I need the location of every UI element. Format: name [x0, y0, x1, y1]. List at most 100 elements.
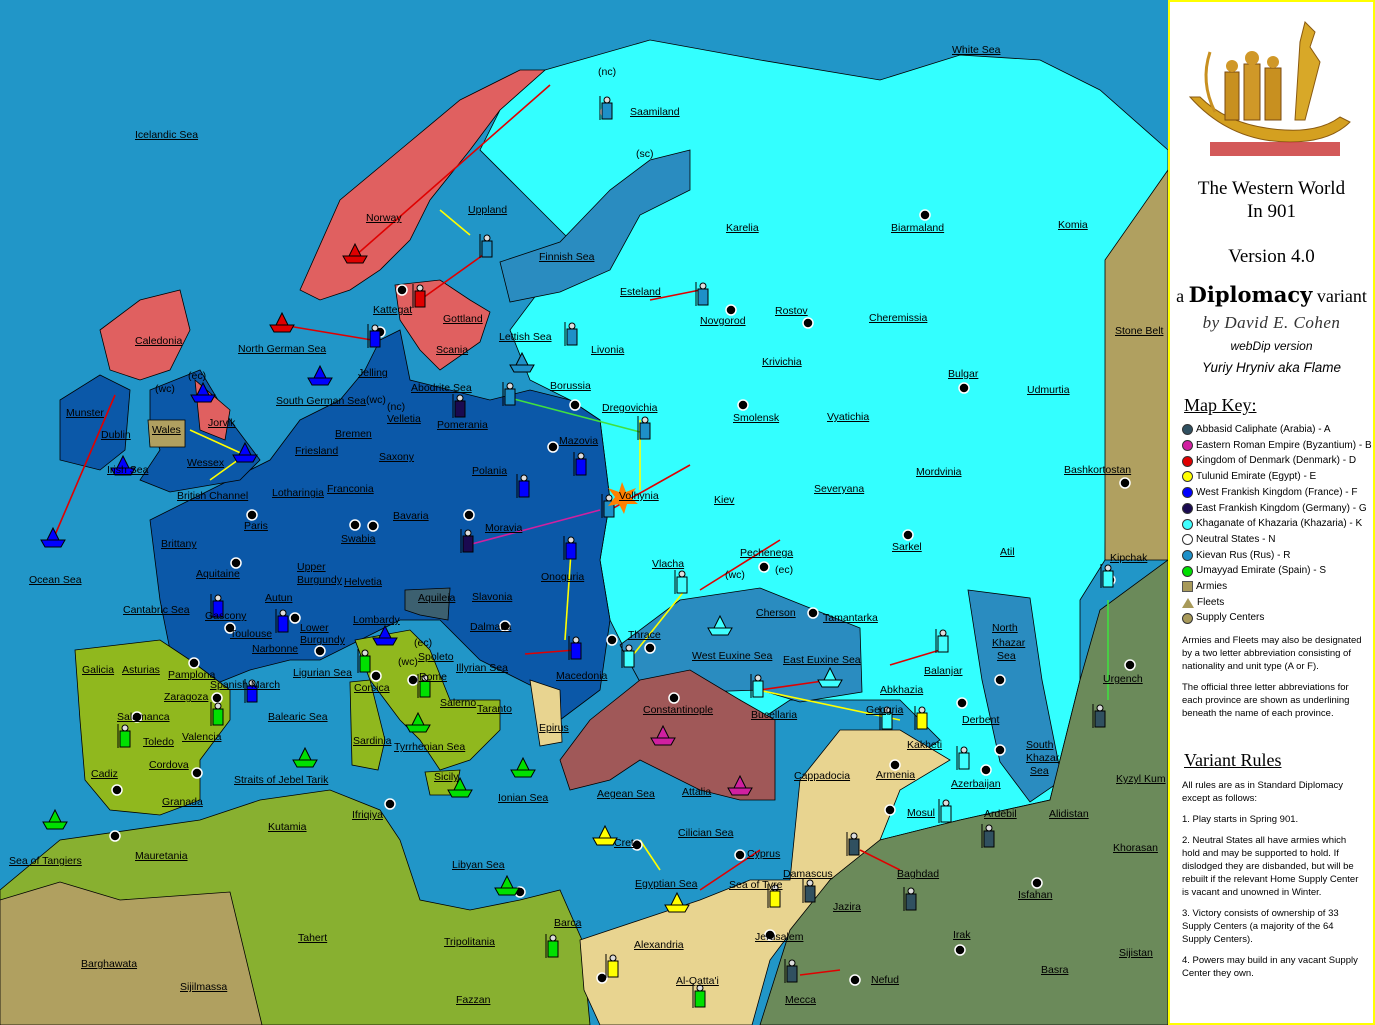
army-unit-icon[interactable]: [1100, 564, 1114, 588]
army-unit-icon[interactable]: [767, 884, 781, 908]
province-label[interactable]: Kakheti: [907, 739, 943, 751]
province-label[interactable]: Biarmaland: [891, 222, 945, 234]
army-unit-icon[interactable]: [452, 394, 466, 418]
fleet-unit-icon[interactable]: [232, 441, 258, 463]
province-label[interactable]: Burgundy: [300, 634, 345, 646]
region-arabia[interactable]: [759, 559, 1168, 1025]
province-label[interactable]: Bavaria: [393, 510, 429, 522]
province-label[interactable]: Onoguria: [541, 571, 585, 583]
province-label[interactable]: Thrace: [628, 629, 661, 641]
province-label[interactable]: Mauretania: [135, 850, 188, 862]
province-label[interactable]: Alidistan: [1049, 808, 1089, 820]
province-label[interactable]: Finnish Sea: [539, 251, 595, 263]
army-unit-icon[interactable]: [903, 887, 917, 911]
province-label[interactable]: Gascony: [205, 610, 247, 622]
province-label[interactable]: Gottland: [443, 313, 483, 325]
province-label[interactable]: Velletia: [387, 413, 421, 425]
army-unit-icon[interactable]: [599, 96, 613, 120]
province-label[interactable]: Aquileia: [418, 592, 456, 604]
fleet-unit-icon[interactable]: [110, 454, 136, 476]
province-label[interactable]: Irish Sea: [107, 464, 149, 476]
province-label[interactable]: Bremen: [335, 428, 372, 440]
fleet-unit-icon[interactable]: [405, 711, 431, 733]
province-label[interactable]: Tamantarka: [823, 612, 878, 624]
province-label[interactable]: Armenia: [876, 769, 916, 781]
province-label[interactable]: Basra: [1041, 964, 1069, 976]
province-label[interactable]: Krivichia: [762, 356, 802, 368]
province-label[interactable]: Ocean Sea: [29, 574, 82, 586]
province-label[interactable]: Livonia: [591, 344, 625, 356]
fleet-unit-icon[interactable]: [509, 351, 535, 373]
coast-label[interactable]: (sc): [636, 148, 654, 160]
province-label[interactable]: Novgorod: [700, 315, 746, 327]
army-unit-icon[interactable]: [117, 724, 131, 748]
region-caledonia[interactable]: [99, 289, 191, 381]
province-label[interactable]: Ifriqiya: [352, 809, 383, 821]
army-unit-icon[interactable]: [460, 529, 474, 553]
province-label[interactable]: Atil: [1000, 546, 1015, 558]
region-wales[interactable]: [147, 419, 186, 448]
province-label[interactable]: Tahert: [298, 932, 328, 944]
province-label[interactable]: Granada: [162, 796, 203, 808]
army-unit-icon[interactable]: [564, 322, 578, 346]
province-label[interactable]: Salamanca: [117, 711, 170, 723]
province-label[interactable]: Vyatichia: [827, 411, 870, 423]
province-label[interactable]: East Euxine Sea: [783, 654, 861, 666]
province-label[interactable]: Helvetia: [344, 576, 382, 588]
fleet-unit-icon[interactable]: [707, 614, 733, 636]
province-label[interactable]: Saxony: [379, 451, 415, 463]
province-label[interactable]: Epirus: [539, 722, 569, 734]
army-unit-icon[interactable]: [601, 494, 615, 518]
province-label[interactable]: Toledo: [143, 736, 174, 748]
province-label[interactable]: Moravia: [485, 522, 523, 534]
province-label[interactable]: Wales: [152, 424, 181, 436]
army-unit-icon[interactable]: [695, 282, 709, 306]
province-label[interactable]: Macedonia: [556, 670, 608, 682]
province-label[interactable]: Al-Qatta'i: [676, 975, 719, 987]
fleet-unit-icon[interactable]: [817, 666, 843, 688]
province-label[interactable]: Sea of Tangiers: [9, 855, 82, 867]
region-italy[interactable]: [354, 629, 501, 771]
province-label[interactable]: Pamplona: [168, 669, 216, 681]
army-unit-icon[interactable]: [846, 832, 860, 856]
fleet-unit-icon[interactable]: [40, 526, 66, 548]
army-unit-icon[interactable]: [545, 934, 559, 958]
army-unit-icon[interactable]: [802, 879, 816, 903]
army-unit-icon[interactable]: [275, 609, 289, 633]
fleet-unit-icon[interactable]: [372, 624, 398, 646]
province-label[interactable]: Jazira: [833, 901, 862, 913]
fleet-unit-icon[interactable]: [190, 381, 216, 403]
province-label[interactable]: Irak: [953, 929, 971, 941]
coast-label[interactable]: (ec): [188, 370, 207, 382]
army-unit-icon[interactable]: [637, 416, 651, 440]
province-label[interactable]: Lower: [300, 622, 329, 634]
province-label[interactable]: Pechenega: [740, 547, 794, 559]
province-label[interactable]: Rostov: [775, 305, 808, 317]
army-unit-icon[interactable]: [692, 984, 706, 1008]
province-label[interactable]: Swabia: [341, 533, 376, 545]
province-label[interactable]: Fazzan: [456, 994, 491, 1006]
province-label[interactable]: Mecca: [785, 994, 816, 1006]
province-label[interactable]: Dalmatia: [470, 621, 512, 633]
province-label[interactable]: Spanish March: [210, 679, 281, 691]
army-unit-icon[interactable]: [563, 536, 577, 560]
province-label[interactable]: Jerusalem: [755, 931, 804, 943]
province-label[interactable]: Severyana: [814, 483, 865, 495]
province-label[interactable]: Nefud: [871, 974, 900, 986]
fleet-unit-icon[interactable]: [592, 824, 618, 846]
province-label[interactable]: Saamiland: [630, 106, 680, 118]
coast-label[interactable]: (wc): [398, 656, 418, 668]
fleet-unit-icon[interactable]: [447, 776, 473, 798]
army-unit-icon[interactable]: [516, 474, 530, 498]
army-unit-icon[interactable]: [956, 746, 970, 770]
province-label[interactable]: Norway: [366, 212, 402, 224]
region-aquileia[interactable]: [404, 587, 451, 621]
province-label[interactable]: Cherson: [756, 607, 796, 619]
province-label[interactable]: Udmurtia: [1027, 384, 1070, 396]
fleet-unit-icon[interactable]: [650, 724, 676, 746]
province-label[interactable]: Kiev: [714, 494, 735, 506]
army-unit-icon[interactable]: [605, 954, 619, 978]
province-label[interactable]: South: [1026, 739, 1054, 751]
province-label[interactable]: Tyrrhenian Sea: [394, 741, 466, 753]
province-label[interactable]: Lotharingia: [272, 487, 324, 499]
